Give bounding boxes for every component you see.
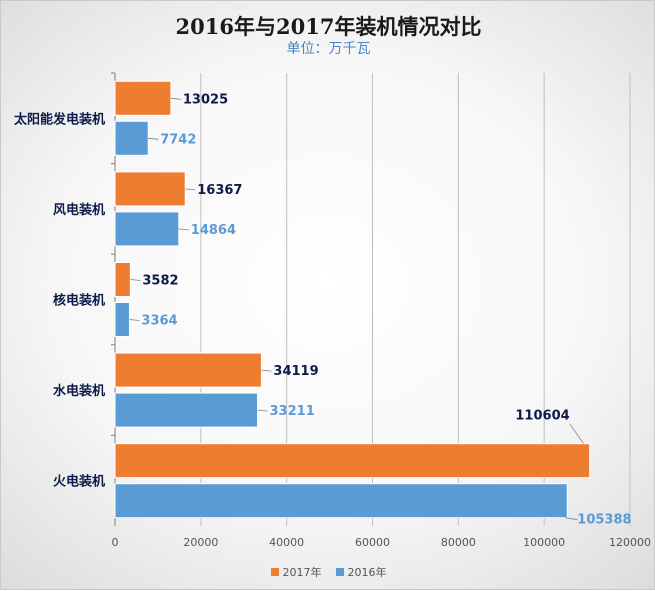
data-label-2017: 16367 xyxy=(197,183,242,198)
leader-line xyxy=(130,279,141,281)
data-label-2016: 14864 xyxy=(191,223,236,238)
bar-2017 xyxy=(114,171,186,207)
legend-label-2017: 2017年 xyxy=(282,566,322,579)
legend-item-2016: 2016年 xyxy=(335,564,387,580)
leader-line xyxy=(565,517,578,521)
x-tick-label: 40000 xyxy=(269,536,304,549)
chart-title: 2016年与2017年装机情况对比 xyxy=(175,14,482,39)
leader-line xyxy=(185,188,196,191)
leader-line xyxy=(569,423,585,444)
data-label-2017: 110604 xyxy=(515,409,569,424)
bar-2017 xyxy=(114,443,591,479)
bar-2017 xyxy=(114,352,262,388)
data-label-2017: 3582 xyxy=(142,274,178,289)
data-label-2016: 33211 xyxy=(270,404,315,419)
legend-label-2016: 2016年 xyxy=(347,566,387,579)
leader-line xyxy=(257,409,268,412)
category-label: 太阳能发电装机 xyxy=(13,111,105,127)
legend-item-2017: 2017年 xyxy=(270,564,322,580)
leader-line xyxy=(170,97,181,100)
x-tick-label: 0 xyxy=(112,536,119,549)
data-label-2016: 3364 xyxy=(141,314,177,329)
bar-2016 xyxy=(114,211,180,247)
bar-2016 xyxy=(114,392,259,428)
legend: 2017年 2016年 xyxy=(1,564,655,580)
data-label-2016: 105388 xyxy=(577,513,631,528)
legend-swatch-2016 xyxy=(335,568,344,576)
bar-2016 xyxy=(114,120,149,156)
data-label-2017: 34119 xyxy=(273,364,318,379)
bar-2016 xyxy=(114,302,130,337)
bar-2017 xyxy=(114,262,131,297)
bar-2016 xyxy=(114,483,568,519)
leader-line xyxy=(261,369,272,372)
category-label: 核电装机 xyxy=(53,293,105,309)
x-tick-label: 20000 xyxy=(183,536,218,549)
category-label: 水电装机 xyxy=(53,383,105,399)
category-label: 火电装机 xyxy=(53,474,105,490)
leader-line xyxy=(178,228,189,231)
category-label: 风电装机 xyxy=(53,202,105,218)
x-tick-label: 120000 xyxy=(609,536,651,549)
leader-line xyxy=(148,137,159,140)
x-tick-label: 100000 xyxy=(523,536,565,549)
bar-2017 xyxy=(114,80,172,116)
chart-subtitle: 单位：万千瓦 xyxy=(286,41,371,57)
data-label-2017: 13025 xyxy=(183,92,228,107)
x-tick-label: 80000 xyxy=(441,536,476,549)
legend-swatch-2017 xyxy=(270,568,279,576)
data-label-2016: 7742 xyxy=(160,132,196,147)
leader-line xyxy=(129,319,140,321)
x-tick-label: 60000 xyxy=(355,536,390,549)
